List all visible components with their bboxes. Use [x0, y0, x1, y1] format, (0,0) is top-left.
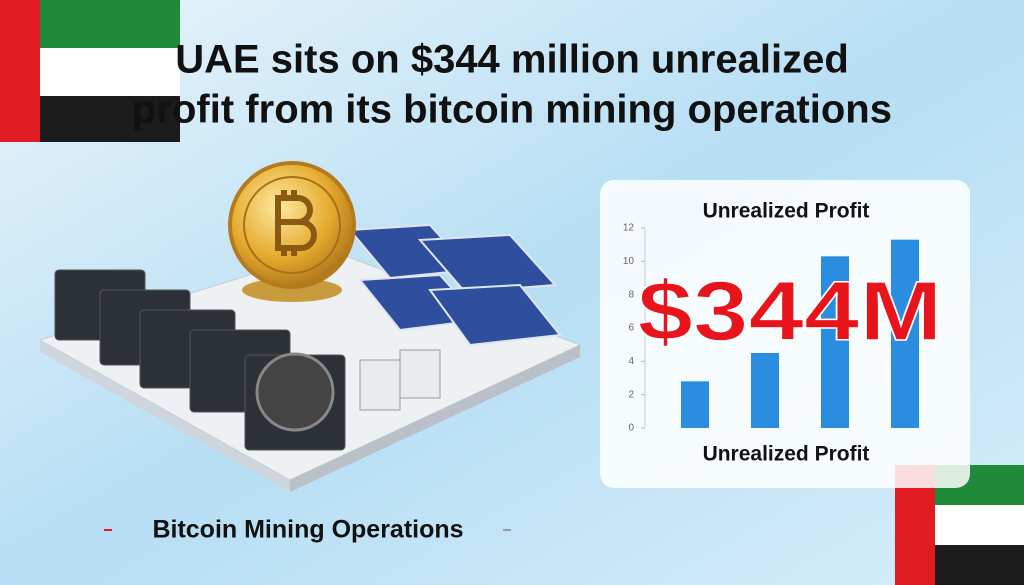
- headline-line: UAE sits on $344 million unrealized: [175, 38, 849, 82]
- caption: Bitcoin Mining Operations: [152, 516, 463, 544]
- y-tick-label: 0: [628, 423, 634, 434]
- chart-title: Unrealized Profit: [703, 200, 870, 223]
- y-tick-label: 12: [623, 223, 635, 234]
- headline-line: profit from its bitcoin mining operation…: [132, 88, 892, 132]
- bar: [751, 353, 779, 428]
- bar: [821, 256, 849, 428]
- y-tick-label: 4: [628, 356, 634, 367]
- y-tick-label: 10: [623, 256, 635, 267]
- y-tick-label: 8: [628, 289, 634, 300]
- mining-illustration: [38, 161, 582, 492]
- annotation: $344M: [638, 264, 943, 358]
- y-tick-label: 2: [628, 389, 634, 400]
- x-axis-label: Unrealized Profit: [703, 443, 870, 466]
- bar: [681, 381, 709, 428]
- y-tick-label: 6: [628, 323, 634, 334]
- chart: Unrealized Profit Unrealized Profit 0 2 4 6…: [623, 200, 943, 466]
- flag-top-left: [0, 0, 180, 142]
- bar: [891, 239, 919, 428]
